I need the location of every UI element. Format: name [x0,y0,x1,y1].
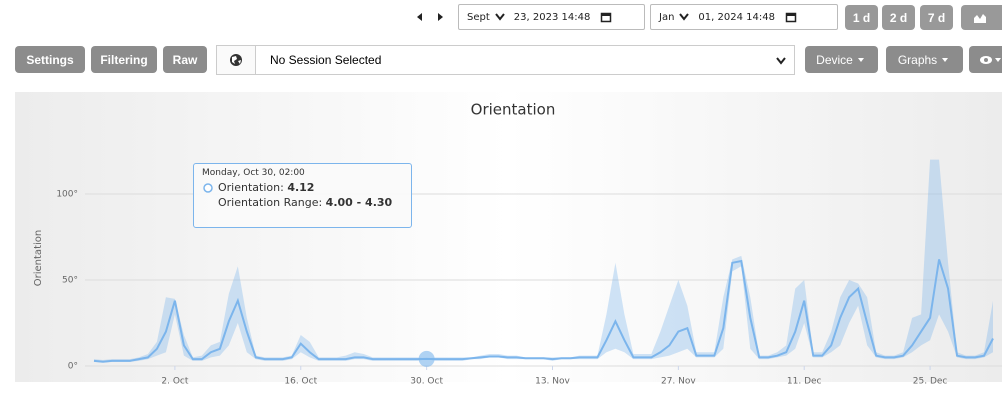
tooltip-value: 4.00 - 4.30 [325,196,393,209]
month-select[interactable]: Jan [659,11,675,23]
x-tick-label: 27. Nov [661,377,696,387]
chart-background [15,92,1002,382]
date-text: 01, 2024 14:48 [698,11,775,23]
session-text: No Session Selected [270,53,382,67]
x-tick-label: 11. Dec [787,377,822,387]
view-button[interactable] [969,46,1002,73]
tooltip-value: 4.12 [287,181,315,194]
x-tick-label: 16. Oct [284,377,317,387]
settings-button[interactable]: Settings [15,46,85,73]
x-tick-label: 25. Dec [913,377,948,387]
hover-marker [418,350,435,367]
session-select[interactable]: No Session Selected [255,45,795,75]
date-from[interactable]: Sept 23, 2023 14:48 [458,4,645,30]
tooltip-label: Orientation Range: [218,196,323,209]
graphs-dropdown[interactable]: Graphs [886,46,963,73]
y-axis-label: Orientation [33,230,44,286]
raw-button[interactable]: Raw [163,46,207,73]
x-tick-label: 2. Oct [161,377,188,387]
range-button[interactable]: 1 d [845,5,878,30]
device-dropdown[interactable]: Device [805,46,878,73]
graphs-label: Graphs [897,52,938,67]
date-text: 23, 2023 14:48 [513,11,591,23]
y-tick-label: 50° [62,276,78,286]
series-line [93,259,994,363]
chart-title: Orientation [471,101,556,119]
filtering-button[interactable]: Filtering [91,46,157,73]
device-label: Device [816,52,853,67]
date-to[interactable]: Jan 01, 2024 14:48 [650,4,838,30]
x-tick-label: 30. Oct [410,377,443,387]
tooltip-label: Orientation: [218,181,284,194]
globe-button[interactable] [216,45,256,75]
chart-type-button[interactable] [961,5,1002,30]
x-tick-label: 13. Nov [535,377,570,387]
tooltip-header: Monday, Oct 30, 02:00 [202,168,305,178]
y-tick-label: 0° [68,362,78,372]
y-tick-label: 100° [56,190,78,200]
range-button[interactable]: 2 d [882,5,915,30]
tooltip: Monday, Oct 30, 02:00 Orientation: 4.12 … [193,163,412,228]
nav-arrows[interactable] [414,10,448,24]
range-button[interactable]: 7 d [920,5,953,30]
month-select[interactable]: Sept [467,11,490,23]
